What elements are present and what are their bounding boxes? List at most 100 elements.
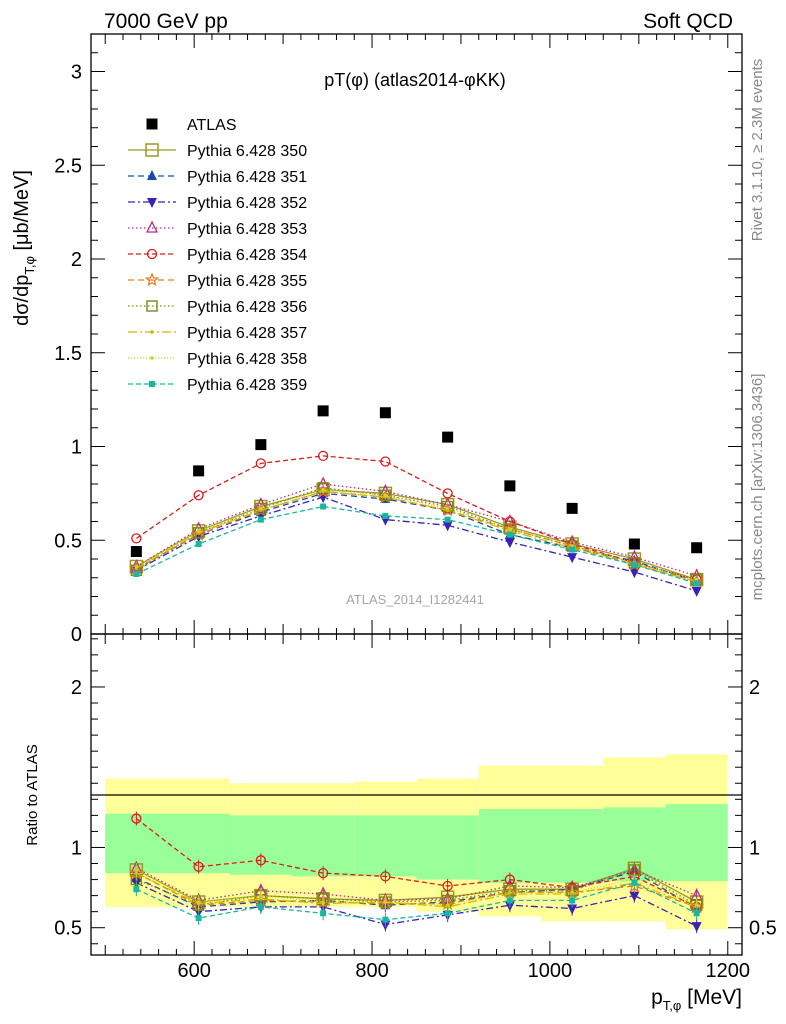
main-series-layer — [129, 450, 704, 597]
ratio-series-line-355 — [136, 872, 697, 908]
main-y-axis-label: dσ/dpT,φ [μb/MeV] — [11, 170, 37, 326]
ratio-y-tick-label-right: 1 — [749, 837, 760, 859]
ratio-series-point-359 — [195, 915, 202, 922]
legend-label-350: Pythia 6.428 350 — [187, 143, 307, 160]
main-y-axis-label-text: dσ/dp — [11, 275, 33, 326]
ratio-series-line-351 — [136, 870, 697, 910]
main-y-axis-label-units: [μb/MeV] — [11, 170, 33, 256]
main-series-point-358 — [196, 529, 201, 533]
atlas-data-point — [628, 538, 640, 550]
ratio-band-inner — [478, 808, 542, 883]
ratio-series-point-354 — [131, 813, 142, 824]
legend-label-354: Pythia 6.428 354 — [187, 247, 307, 264]
rivet-version-label: Rivet 3.1.10, ≥ 2.3M events — [749, 59, 766, 242]
main-series-point-354 — [380, 456, 391, 467]
main-series-point-359 — [506, 531, 513, 538]
main-series-point-358 — [508, 527, 512, 531]
legend: ATLAS Pythia 6.428 350 Pythia 6.428 351 Pyt… — [128, 117, 307, 394]
legend-marker-354 — [146, 248, 158, 260]
ratio-y-tick-labels: 0.5 0.5 1 1 2 2 — [54, 677, 777, 940]
atlas-data-point — [193, 465, 205, 477]
main-series-point-358 — [259, 506, 263, 511]
main-title: pT(φ) (atlas2014-φKK) — [324, 70, 505, 90]
ratio-series-point-352 — [629, 891, 640, 902]
ratio-y-tick-label: 2 — [71, 677, 82, 699]
ratio-series-line-359 — [136, 882, 697, 921]
main-series-point-359 — [257, 516, 264, 523]
x-axis-label-text: p — [651, 986, 663, 1009]
ratio-series-point-354 — [255, 855, 267, 866]
main-y-axis-label-subscript: T,φ — [22, 256, 37, 275]
ratio-y-tick-label-right: 2 — [749, 677, 760, 699]
atlas-data-point — [566, 502, 578, 514]
legend-marker-357 — [150, 330, 154, 334]
main-series-point-359 — [631, 561, 638, 568]
atlas-data-point — [379, 407, 391, 419]
legend-label-357: Pythia 6.428 357 — [187, 325, 307, 342]
atlas-data-point — [504, 480, 516, 492]
ratio-axis-ticks — [91, 634, 742, 955]
legend-label-atlas: ATLAS — [187, 117, 237, 134]
legend-label-352: Pythia 6.428 352 — [187, 195, 307, 212]
ratio-series-point-359 — [569, 897, 576, 904]
main-series-point-359 — [569, 546, 576, 553]
atlas-data-layer — [130, 405, 703, 557]
ratio-series-line-358 — [136, 869, 697, 906]
main-series-point-352 — [504, 538, 515, 549]
ratio-series-point-354 — [317, 867, 329, 879]
main-series-point-354 — [255, 458, 267, 469]
main-y-tick-label: 3 — [71, 62, 82, 84]
main-series-line-352 — [136, 496, 697, 592]
legend-marker-352 — [147, 198, 157, 208]
main-series-point-352 — [629, 568, 640, 579]
main-series-point-356 — [379, 489, 392, 501]
ratio-series-point-358 — [694, 903, 699, 908]
ratio-series-point-359 — [320, 910, 327, 917]
ratio-series-line-354 — [136, 818, 697, 908]
legend-label-356: Pythia 6.428 356 — [187, 299, 307, 316]
ratio-series-point-358 — [570, 890, 574, 895]
main-series-point-356 — [192, 527, 205, 539]
ratio-series-line-357 — [136, 872, 697, 908]
main-series-line-358 — [136, 488, 697, 581]
main-series-line-354 — [136, 455, 697, 581]
ratio-series-point-352 — [691, 922, 702, 933]
main-series-point-358 — [134, 564, 139, 569]
main-y-tick-label: 1 — [71, 437, 82, 459]
main-series-point-359 — [382, 512, 389, 519]
ratio-band-inner — [541, 808, 604, 883]
ratio-y-tick-label-right: 0.5 — [749, 918, 777, 940]
mcplots-label: mcplots.cern.ch [arXiv:1306.3436] — [749, 374, 766, 601]
legend-marker-353 — [145, 220, 159, 233]
main-series-line-351 — [136, 492, 697, 583]
legend-label-351: Pythia 6.428 351 — [187, 169, 307, 186]
main-panel: 0 0.5 1 1.5 2 2.5 3 dσ/dpT,φ [μb/MeV] pT(φ) (a… — [11, 33, 743, 646]
atlas-data-point — [255, 439, 267, 451]
ratio-series-point-354 — [442, 880, 453, 892]
main-series-point-354 — [131, 533, 142, 544]
main-series-line-355 — [136, 490, 697, 583]
legend-label-355: Pythia 6.428 355 — [187, 273, 307, 290]
ratio-series-point-354 — [380, 871, 391, 882]
ratio-series-point-358 — [508, 890, 512, 895]
main-series-point-354 — [193, 490, 204, 501]
main-y-tick-label: 0 — [71, 624, 82, 646]
ratio-series-point-358 — [259, 893, 263, 898]
main-series-point-352 — [567, 553, 578, 564]
main-series-point-358 — [383, 493, 388, 498]
main-y-tick-label: 1.5 — [54, 343, 82, 365]
ratio-series-line-352 — [136, 882, 697, 927]
ratio-band-inner — [354, 815, 417, 877]
ratio-series-point-358 — [445, 903, 450, 908]
legend-label-353: Pythia 6.428 353 — [187, 221, 307, 238]
ratio-y-tick-label: 1 — [71, 837, 82, 859]
x-axis-label-units: [MeV] — [681, 986, 742, 1009]
main-series-point-352 — [691, 586, 702, 597]
main-series-point-354 — [504, 516, 516, 527]
main-series-point-354 — [442, 488, 453, 499]
ratio-band-inner — [665, 804, 728, 882]
ratio-series-point-359 — [506, 897, 513, 904]
ratio-band-inner — [416, 815, 479, 880]
main-series-line-350 — [136, 488, 697, 581]
